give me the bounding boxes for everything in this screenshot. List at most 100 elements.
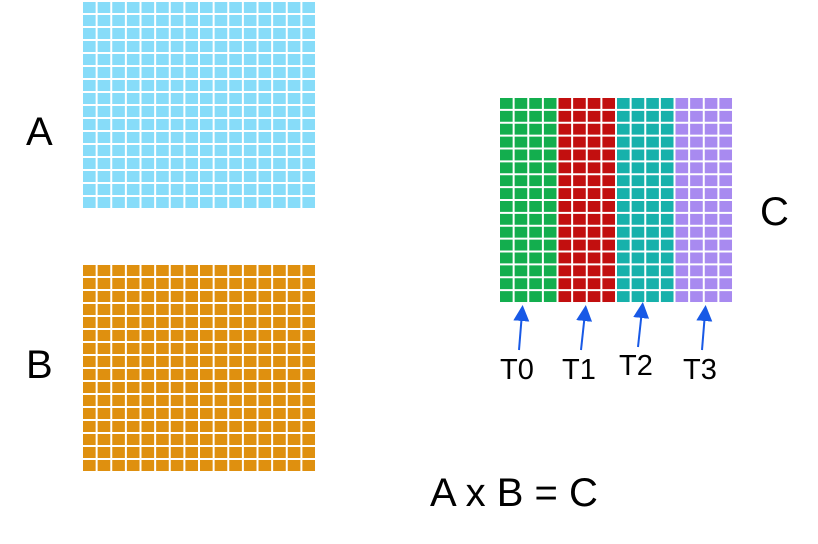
matrix-b-cell bbox=[83, 434, 96, 445]
matrix-c-cell bbox=[646, 124, 659, 135]
matrix-c-cell bbox=[529, 201, 542, 212]
matrix-b-cell bbox=[229, 343, 242, 354]
matrix-a-cell bbox=[259, 197, 272, 208]
matrix-c-cell bbox=[559, 240, 572, 251]
matrix-c-cell bbox=[705, 188, 718, 199]
matrix-a-cell bbox=[229, 28, 242, 39]
matrix-a-cell bbox=[200, 93, 213, 104]
matrix-b-cell bbox=[156, 382, 169, 393]
matrix-b-cell bbox=[244, 278, 257, 289]
matrix-b-cell bbox=[259, 356, 272, 367]
matrix-b-cell bbox=[215, 434, 228, 445]
matrix-b-cell bbox=[302, 460, 315, 471]
matrix-b-cell bbox=[200, 304, 213, 315]
matrix-b-cell bbox=[83, 343, 96, 354]
matrix-b-cell bbox=[244, 291, 257, 302]
matrix-b-cell bbox=[244, 356, 257, 367]
matrix-b-cell bbox=[215, 330, 228, 341]
matrix-a-cell bbox=[98, 119, 111, 130]
matrix-a-cell bbox=[229, 2, 242, 13]
matrix-c-cell bbox=[719, 175, 732, 186]
matrix-a-cell bbox=[127, 80, 140, 91]
matrix-c-cell bbox=[690, 137, 703, 148]
matrix-c-cell bbox=[719, 240, 732, 251]
matrix-a-cell bbox=[200, 132, 213, 143]
matrix-b-cell bbox=[244, 434, 257, 445]
matrix-a-cell bbox=[229, 145, 242, 156]
matrix-b-cell bbox=[259, 343, 272, 354]
matrix-a-cell bbox=[83, 145, 96, 156]
matrix-b-cell bbox=[200, 460, 213, 471]
matrix-c-cell bbox=[646, 150, 659, 161]
matrix-b-cell bbox=[229, 330, 242, 341]
matrix-c-cell bbox=[676, 227, 689, 238]
matrix-b-cell bbox=[112, 278, 125, 289]
matrix-c-cell bbox=[559, 150, 572, 161]
matrix-a-cell bbox=[200, 54, 213, 65]
matrix-a-cell bbox=[171, 54, 184, 65]
matrix-a-cell bbox=[229, 132, 242, 143]
matrix-c-cell bbox=[705, 291, 718, 302]
matrix-b-cell bbox=[302, 265, 315, 276]
matrix-a-cell bbox=[171, 15, 184, 26]
matrix-c-cell bbox=[705, 265, 718, 276]
matrix-a-cell bbox=[156, 145, 169, 156]
matrix-b-cell bbox=[229, 317, 242, 328]
thread-label-t1: T1 bbox=[562, 354, 596, 386]
matrix-b-cell bbox=[185, 434, 198, 445]
matrix-c-cell bbox=[661, 175, 674, 186]
matrix-c-cell bbox=[705, 278, 718, 289]
matrix-c-cell bbox=[573, 240, 586, 251]
matrix-c-cell bbox=[573, 201, 586, 212]
matrix-b-cell bbox=[171, 382, 184, 393]
matrix-c-cell bbox=[661, 227, 674, 238]
matrix-c-cell bbox=[515, 124, 528, 135]
matrix-b-cell bbox=[185, 278, 198, 289]
matrix-b-cell bbox=[229, 356, 242, 367]
matrix-b-cell bbox=[171, 408, 184, 419]
matrix-c-cell bbox=[661, 265, 674, 276]
matrix-a-cell bbox=[273, 145, 286, 156]
matrix-a-cell bbox=[171, 119, 184, 130]
matrix-c-cell bbox=[690, 188, 703, 199]
matrix-c-cell bbox=[544, 214, 557, 225]
matrix-b-cell bbox=[200, 382, 213, 393]
matrix-b-cell bbox=[171, 395, 184, 406]
matrix-a-cell bbox=[98, 158, 111, 169]
matrix-b-cell bbox=[185, 369, 198, 380]
matrix-c-cell bbox=[573, 214, 586, 225]
matrix-a-cell bbox=[288, 28, 301, 39]
matrix-a-cell bbox=[142, 106, 155, 117]
matrix-b-cell bbox=[142, 304, 155, 315]
matrix-a-cell bbox=[259, 119, 272, 130]
matrix-c-cell bbox=[646, 278, 659, 289]
matrix-a-cell bbox=[156, 80, 169, 91]
matrix-c-cell bbox=[719, 98, 732, 109]
matrix-a-cell bbox=[112, 28, 125, 39]
matrix-c-cell bbox=[646, 201, 659, 212]
matrix-b-cell bbox=[273, 265, 286, 276]
matrix-a-cell bbox=[215, 184, 228, 195]
matrix-b-cell bbox=[259, 330, 272, 341]
matrix-c-cell bbox=[588, 162, 601, 173]
matrix-c-cell bbox=[515, 240, 528, 251]
matrix-b-cell bbox=[215, 395, 228, 406]
matrix-b-cell bbox=[185, 421, 198, 432]
matrix-a-cell bbox=[288, 132, 301, 143]
matrix-b-cell bbox=[229, 447, 242, 458]
matrix-a-cell bbox=[244, 106, 257, 117]
matrix-a-cell bbox=[171, 93, 184, 104]
matrix-c-cell bbox=[661, 188, 674, 199]
matrix-b-cell bbox=[288, 291, 301, 302]
matrix-a-cell bbox=[302, 80, 315, 91]
matrix-a-cell bbox=[215, 15, 228, 26]
matrix-a-cell bbox=[171, 197, 184, 208]
matrix-c-cell bbox=[500, 98, 513, 109]
matrix-a-cell bbox=[171, 171, 184, 182]
matrix-b-cell bbox=[171, 356, 184, 367]
matrix-c-cell bbox=[515, 137, 528, 148]
matrix-b-cell bbox=[171, 291, 184, 302]
matrix-b-cell bbox=[244, 304, 257, 315]
matrix-a-cell bbox=[83, 197, 96, 208]
matrix-a-cell bbox=[156, 15, 169, 26]
